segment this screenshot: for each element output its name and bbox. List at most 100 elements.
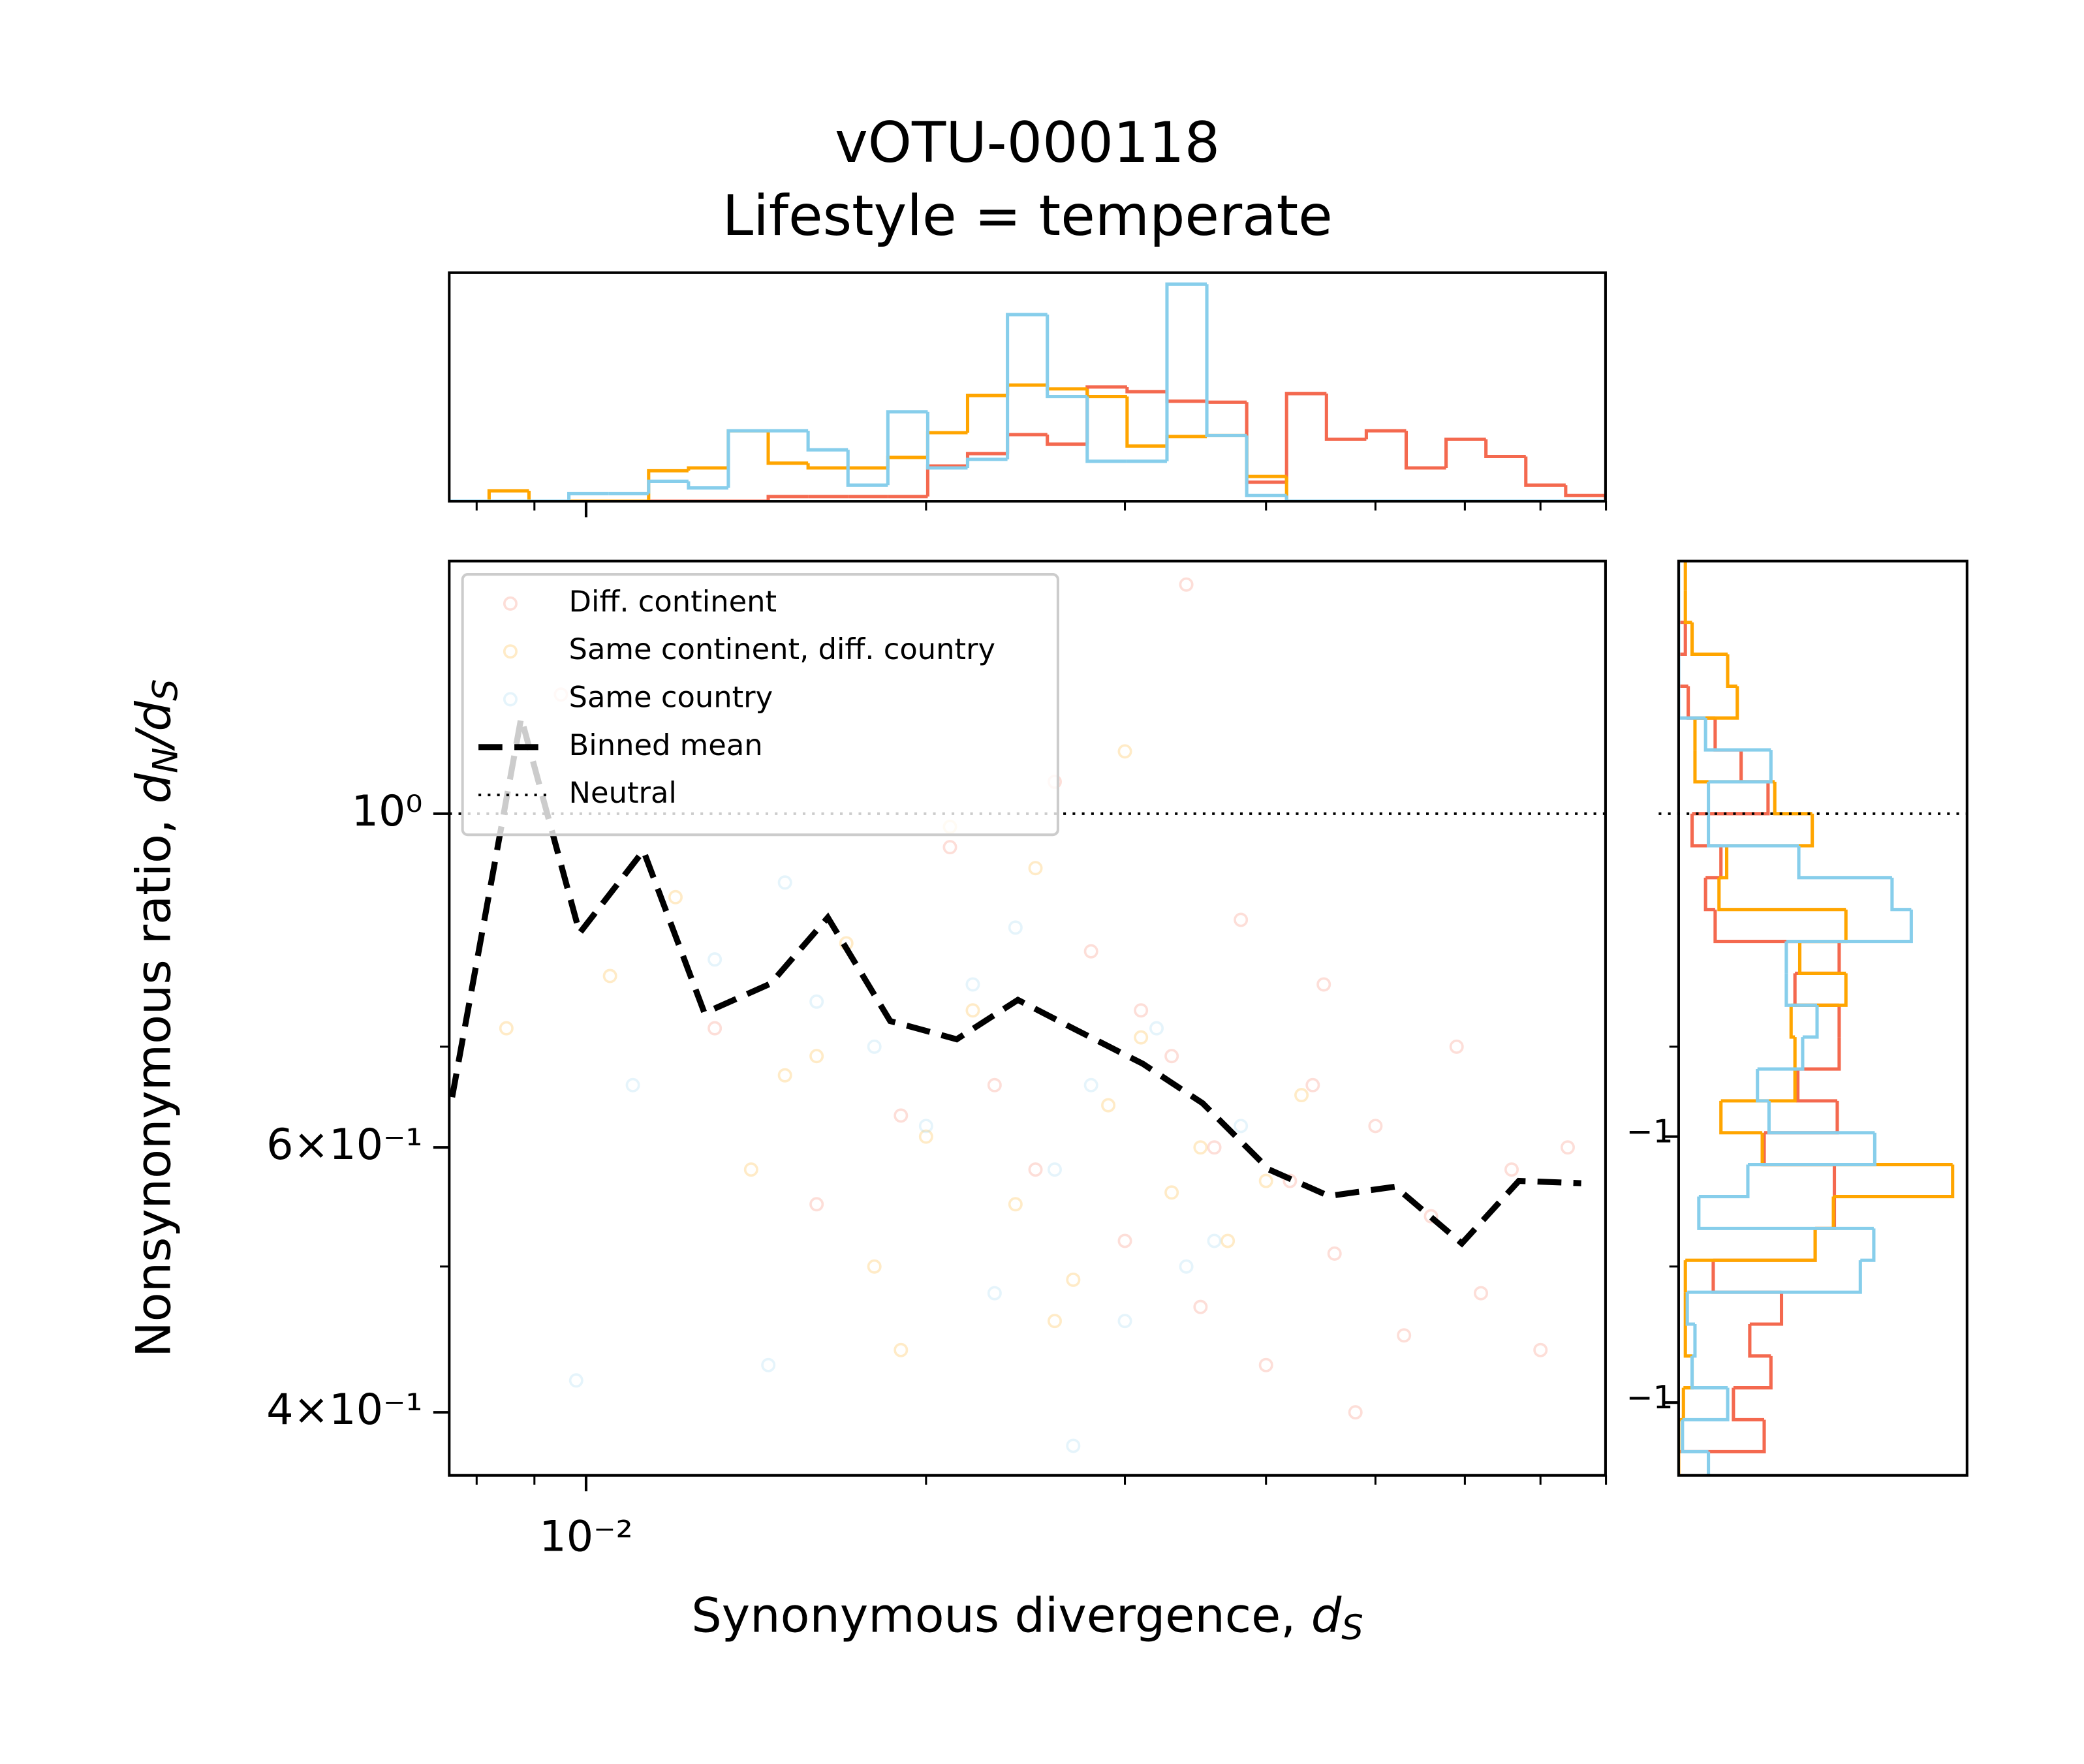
right-hist-y-tick-label: −1 — [1626, 1113, 1673, 1151]
right-hist-step — [1692, 781, 1770, 816]
label-part: Nonsynonymous ratio, — [126, 803, 181, 1357]
scatter-point — [1327, 1246, 1342, 1261]
top-hist-step — [1524, 456, 1566, 487]
top-hist-step — [886, 410, 928, 486]
right-hist-step — [1682, 1387, 1730, 1421]
top-hist-step — [1284, 392, 1327, 482]
top-hist-step — [647, 479, 689, 494]
scatter-point — [1221, 1233, 1236, 1248]
scatter-point — [1179, 1259, 1194, 1274]
scatter-point — [1028, 1162, 1043, 1177]
legend: Diff. continent Same continent, diff. cou… — [461, 573, 1059, 837]
title-line: vOTU-000118 — [835, 111, 1220, 176]
right-hist-y-tick-label: −1 — [1626, 1379, 1673, 1416]
legend-marker — [503, 692, 518, 707]
legend-label: Diff. continent — [569, 584, 777, 619]
right-hist-step — [1678, 590, 1686, 625]
top-hist-step — [1046, 315, 1087, 399]
right-hist-step — [1733, 1355, 1773, 1390]
scatter-point — [1008, 920, 1023, 935]
right-hist-step — [1796, 1069, 1837, 1103]
scatter-point — [1179, 577, 1194, 592]
legend-label: Same continent, diff. country — [569, 632, 995, 666]
scatter-point — [894, 1342, 909, 1357]
label-part: d — [126, 701, 181, 732]
top-hist-step — [687, 481, 728, 490]
legend-marker — [503, 596, 518, 611]
y-axis-label: Nonsynonymous ratio, dN/dS — [126, 679, 185, 1357]
right-hist-step — [1890, 877, 1912, 912]
scatter-point — [1117, 1233, 1132, 1248]
right-hist-step — [1833, 1164, 1955, 1199]
label-part: Synonymous divergence, — [691, 1588, 1311, 1644]
top-hist-step — [965, 457, 1008, 469]
binned-mean-line — [449, 717, 1581, 1248]
right-hist-step — [1789, 1005, 1796, 1039]
scatter-point — [1117, 1314, 1132, 1329]
y-tick-label: 4×10⁻¹ — [266, 1385, 422, 1434]
top-hist-area — [449, 282, 1606, 502]
right-hist-step — [1708, 750, 1773, 784]
scatter-point — [1083, 1077, 1098, 1092]
scatter-point — [1397, 1328, 1412, 1343]
scatter-point — [1368, 1119, 1383, 1134]
right-hist-step — [1719, 845, 1729, 880]
right-hist-step — [1707, 1451, 1711, 1476]
scatter-point — [1560, 1140, 1575, 1155]
scatter-point — [1117, 744, 1132, 759]
scatter-point — [1234, 912, 1249, 927]
scatter-point — [1066, 1438, 1081, 1453]
scatter-point — [708, 952, 723, 967]
top-hist-frame — [448, 271, 1607, 503]
right-hist-step — [1681, 1419, 1709, 1454]
right-hist-step — [1797, 845, 1892, 880]
scatter-point — [1207, 1233, 1222, 1248]
scatter-point — [918, 1129, 933, 1144]
scatter-point — [965, 977, 980, 992]
scatter-point — [1008, 1197, 1023, 1212]
top-hist-step — [1444, 437, 1486, 469]
scatter-point — [942, 840, 957, 855]
scatter-point — [761, 1357, 776, 1372]
right-hist-step — [1678, 686, 1706, 720]
scatter-point — [1164, 1185, 1179, 1200]
y-tick-label: 10⁰ — [352, 787, 423, 836]
scatter-point — [1294, 1088, 1309, 1103]
top-hist-step — [1205, 284, 1247, 437]
right-hist-step — [1703, 718, 1771, 752]
top-hist-step — [1245, 435, 1287, 497]
right-hist-step — [1685, 1292, 1695, 1326]
top-hist-step — [925, 411, 968, 470]
scatter-point — [867, 1039, 882, 1054]
legend-marker — [503, 644, 518, 659]
y-tick-label: 6×10⁻¹ — [266, 1121, 422, 1169]
right-hist-step — [1756, 1069, 1769, 1103]
scatter-point — [1207, 1140, 1222, 1155]
scatter-point — [918, 1119, 933, 1134]
top-hist-step — [567, 491, 609, 502]
right-hist-step — [1683, 1323, 1692, 1358]
top-hist-step — [1125, 386, 1167, 394]
scatter-point — [1283, 1173, 1298, 1188]
right-hist-step — [1697, 1196, 1874, 1230]
right-hist-step — [1685, 1228, 1817, 1262]
right-hist-step — [1747, 1132, 1876, 1167]
scatter-point — [894, 1108, 909, 1123]
right-hist-step — [1797, 941, 1846, 975]
right-hist-step — [1784, 973, 1818, 1007]
scatter-point — [1348, 1405, 1363, 1420]
main-frame — [448, 559, 1607, 1477]
scatter-point — [1083, 944, 1098, 959]
scatter-point — [809, 994, 824, 1009]
top-hist-step — [1284, 476, 1327, 502]
top-hist-step — [687, 466, 728, 471]
scatter-point — [777, 875, 792, 890]
x-tick-label: 10⁻² — [539, 1513, 632, 1562]
scatter-point — [1134, 1030, 1149, 1045]
scatter-point — [1449, 1039, 1464, 1054]
scatter-point — [1028, 861, 1043, 876]
scatter-point — [1474, 1286, 1489, 1301]
scatter-point — [809, 1197, 824, 1212]
top-hist-step — [766, 495, 809, 502]
scatter-point — [1048, 1162, 1062, 1177]
